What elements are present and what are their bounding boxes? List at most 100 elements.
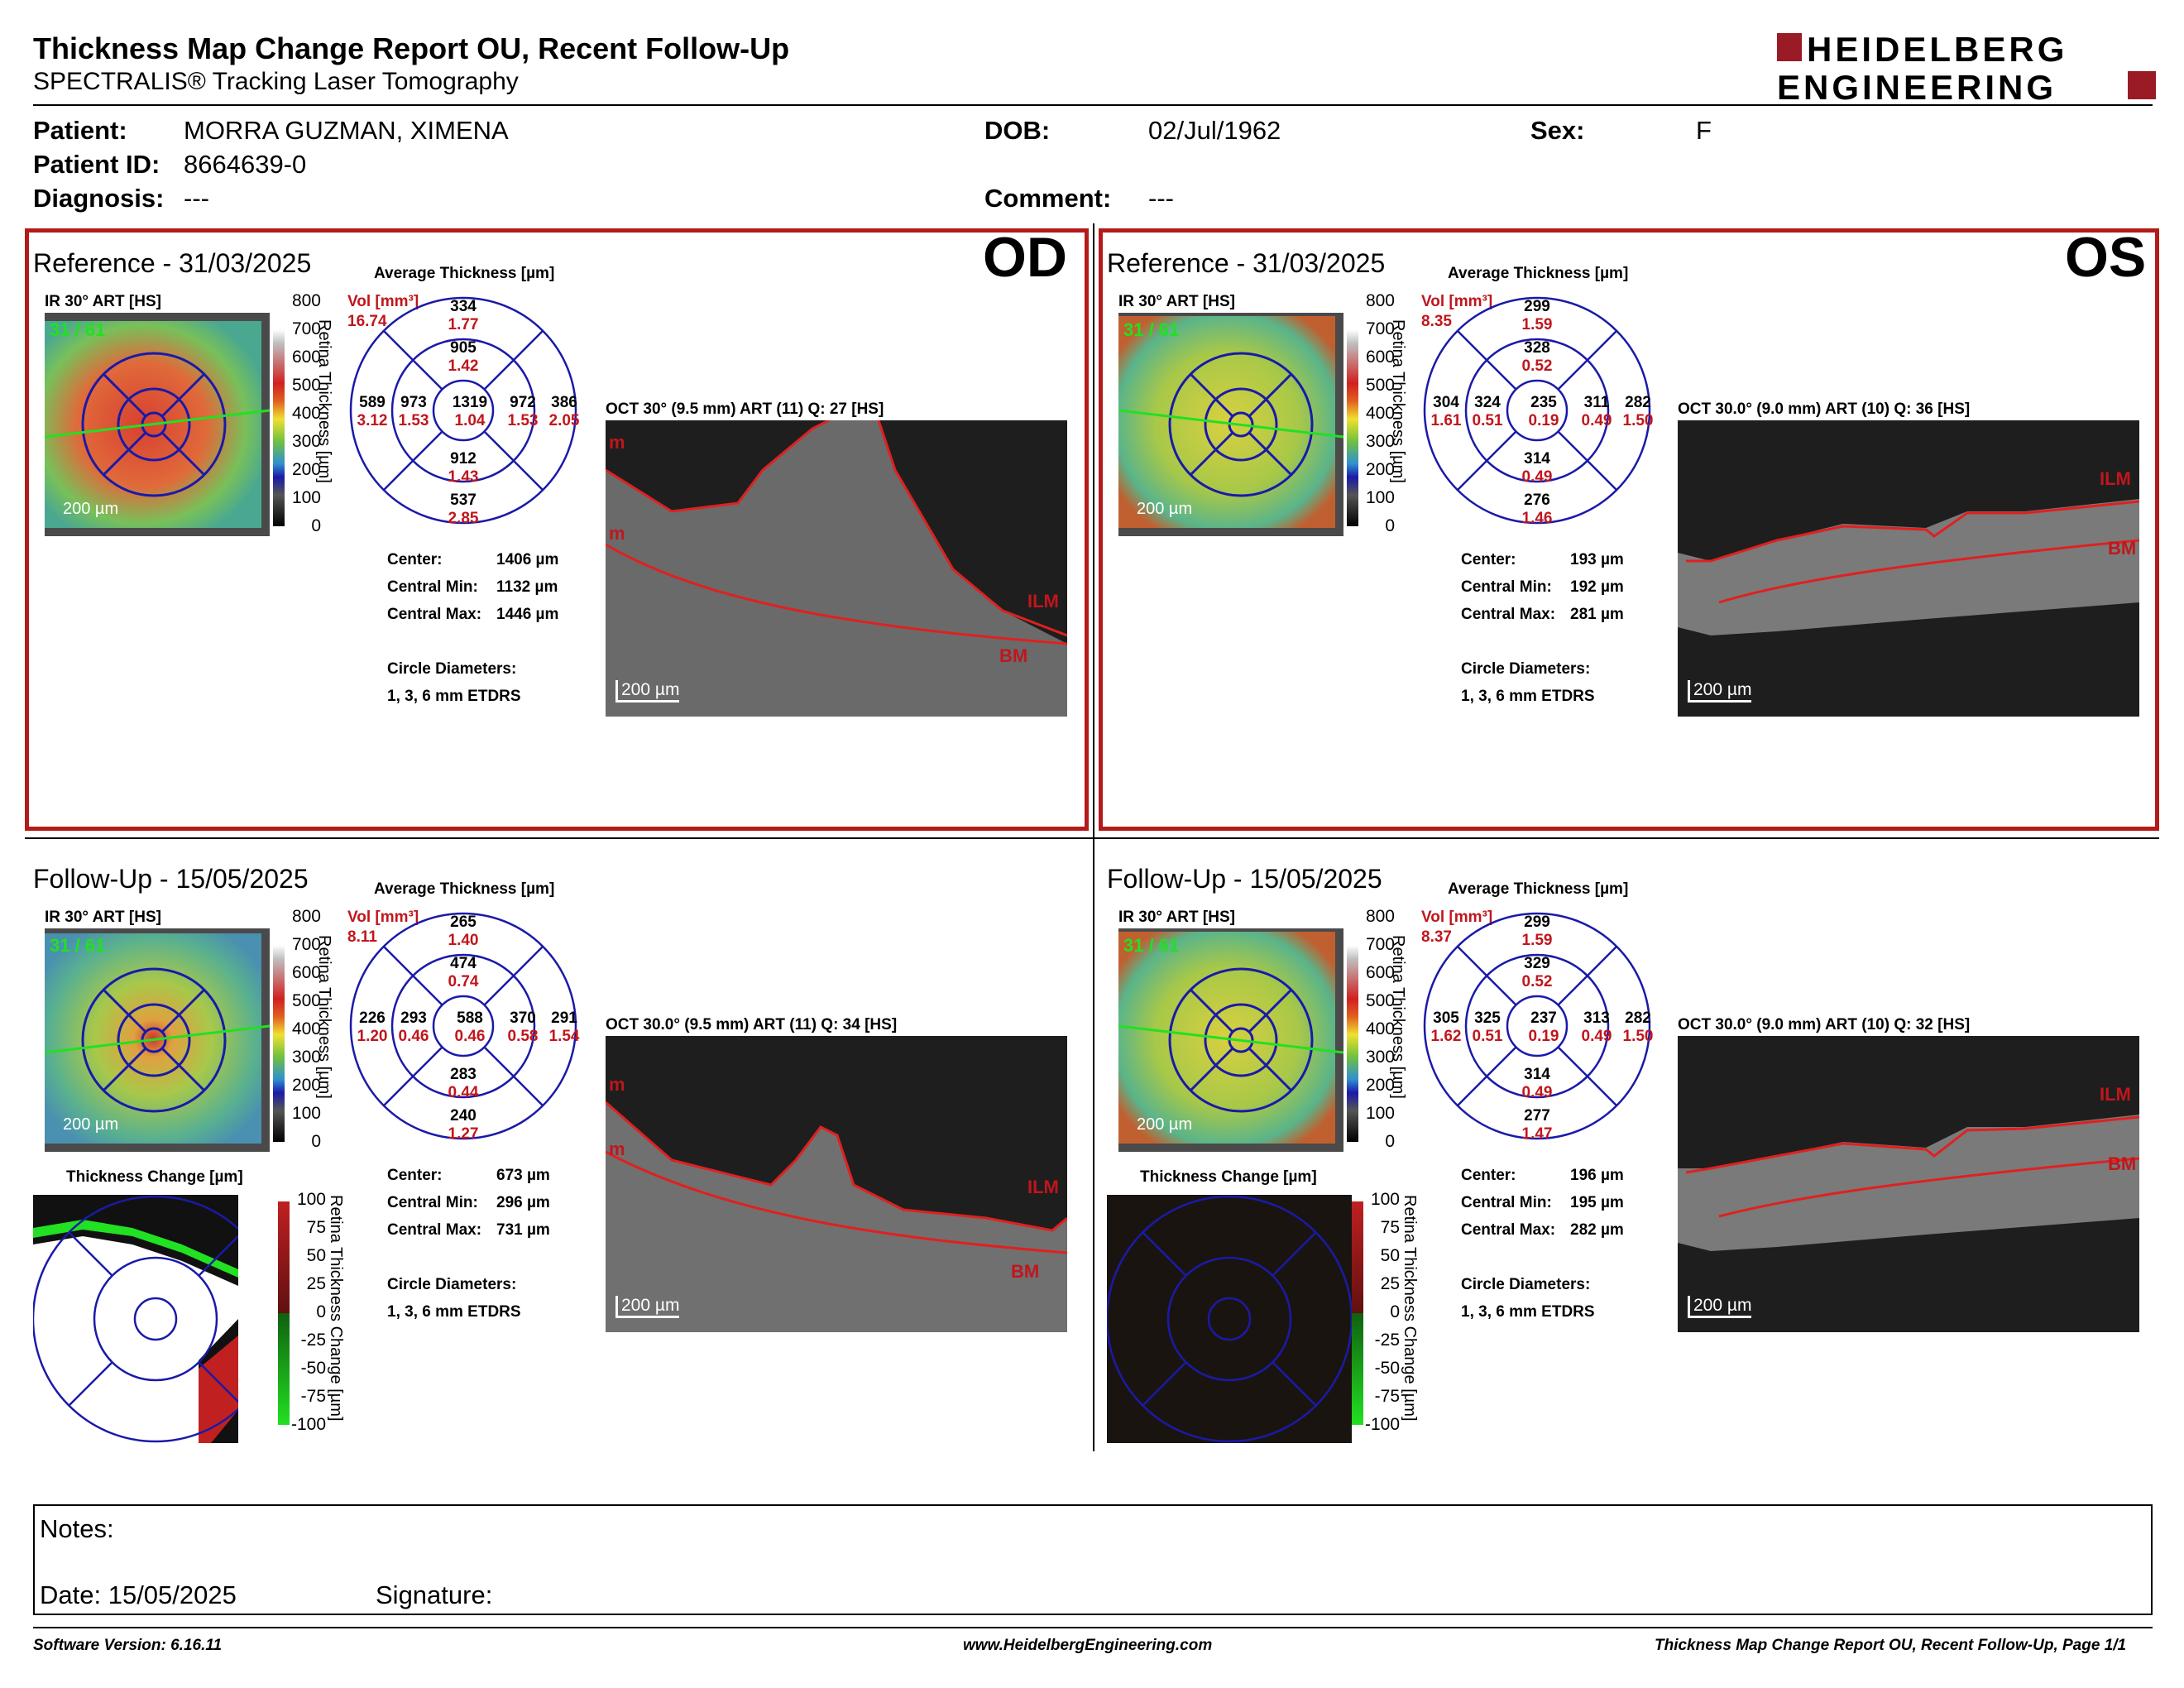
- tick: 300: [291, 432, 321, 451]
- os-fu-thickness-axis-label: Retina Thickness [µm]: [1389, 935, 1407, 1099]
- tick: 700: [291, 319, 321, 338]
- tick: 300: [1365, 1048, 1395, 1067]
- tick: 600: [291, 348, 321, 367]
- od-reference-frame: [25, 228, 1089, 831]
- tick: 700: [1365, 935, 1395, 954]
- svg-text:ENGINEERING: ENGINEERING: [1777, 68, 2057, 103]
- patient-id-label: Patient ID:: [33, 150, 160, 179]
- od-fu-cmin-value: 296 µm: [496, 1194, 550, 1211]
- report-title: Thickness Map Change Report OU, Recent F…: [33, 31, 790, 65]
- os-fu-thickness-colorbar: [1347, 918, 1358, 1142]
- tick: 400: [1365, 1019, 1395, 1038]
- tick: -100: [1364, 1415, 1400, 1434]
- od-fu-circle-label: Circle Diameters:: [387, 1276, 517, 1293]
- od-fu-vol-value: 8.11: [347, 928, 377, 946]
- notes-box[interactable]: [33, 1504, 2153, 1615]
- os-fu-ilm-label: ILM: [2100, 1084, 2131, 1105]
- os-fu-cmax-value: 282 µm: [1570, 1221, 1624, 1239]
- tick: 800: [1365, 907, 1395, 926]
- od-ref-bm-label: BM: [999, 645, 1028, 666]
- signature-label: Signature:: [376, 1580, 493, 1609]
- os-fu-outer-nasal: 282 1.50: [1622, 1009, 1654, 1045]
- dob-value: 02/Jul/1962: [1148, 116, 1281, 145]
- od-fu-outer-nasal: 291 1.54: [548, 1009, 580, 1045]
- svg-text:31 / 61: 31 / 61: [50, 935, 105, 956]
- od-ref-inner-superior: 905 1.42: [448, 339, 479, 375]
- os-fu-fundus-image: 31 / 61 200 µm: [1118, 928, 1343, 1152]
- tick: 800: [1365, 291, 1395, 310]
- od-fu-outer-temporal: 226 1.20: [357, 1009, 388, 1045]
- os-fu-center-value: 196 µm: [1570, 1167, 1624, 1184]
- tick: 25: [1380, 1274, 1400, 1293]
- od-ref-circle-label: Circle Diameters:: [387, 660, 517, 678]
- od-fu-center: 588 0.46: [454, 1009, 486, 1045]
- os-ref-cmin-label: Central Min:: [1461, 578, 1552, 596]
- od-fu-m-label-2: m: [609, 1139, 625, 1159]
- tick: 50: [1380, 1246, 1400, 1265]
- patient-id: 8664639-0: [184, 150, 307, 179]
- os-ref-center-label: Center:: [1461, 551, 1516, 568]
- od-change-title: Thickness Change [µm]: [66, 1168, 243, 1186]
- od-ref-scalebar: 200 µm: [63, 500, 119, 518]
- os-fu-vol-label: Vol [mm³]: [1421, 909, 1493, 926]
- od-fu-outer-superior: 265 1.40: [448, 914, 479, 949]
- tick: 200: [1365, 460, 1395, 479]
- os-fu-inner-superior: 329 0.52: [1521, 955, 1553, 990]
- od-fu-m-label: m: [609, 1074, 625, 1095]
- diagnosis-value: ---: [184, 184, 209, 213]
- od-ref-vol-label: Vol [mm³]: [347, 293, 419, 310]
- os-eye-label: OS: [2065, 226, 2147, 289]
- od-ref-outer-superior: 334 1.77: [448, 298, 479, 333]
- tick: -75: [1374, 1387, 1400, 1406]
- report-subtitle: SPECTRALIS® Tracking Laser Tomography: [33, 68, 519, 95]
- od-ref-cmax-value: 1446 µm: [496, 606, 559, 623]
- od-ref-inner-temporal: 973 1.53: [398, 394, 429, 429]
- od-ref-thickness-axis-label: Retina Thickness [µm]: [315, 319, 333, 483]
- od-eye-label: OD: [983, 226, 1067, 289]
- od-change-map: [33, 1195, 238, 1443]
- os-fu-ir-label: IR 30° ART [HS]: [1118, 909, 1235, 926]
- os-ref-thickness-axis-label: Retina Thickness [µm]: [1389, 319, 1407, 483]
- od-ref-cmin-value: 1132 µm: [496, 578, 558, 596]
- tick: 0: [1390, 1302, 1400, 1321]
- tick: 400: [1365, 404, 1395, 423]
- horizontal-divider: [25, 837, 2159, 839]
- tick: 400: [291, 1019, 321, 1038]
- os-change-axis-label: Retina Thickness Change [µm]: [1401, 1195, 1419, 1422]
- od-change-axis-label: Retina Thickness Change [µm]: [327, 1195, 345, 1422]
- tick: 100: [1365, 488, 1395, 507]
- od-ref-m-label-2: m: [609, 523, 625, 544]
- os-fu-center: 237 0.19: [1528, 1009, 1559, 1045]
- os-ref-oct-bscan: ILM BM 200 µm: [1678, 420, 2139, 717]
- tick: 600: [1365, 348, 1395, 367]
- od-fu-ilm-label: ILM: [1027, 1177, 1059, 1197]
- tick: 100: [291, 1104, 321, 1123]
- od-ref-center: 1319 1.04: [452, 394, 488, 429]
- svg-text:31 / 61: 31 / 61: [50, 319, 105, 340]
- patient-label: Patient:: [33, 116, 127, 145]
- os-fu-oct-bscan: ILM BM 200 µm: [1678, 1036, 2139, 1332]
- od-ref-oct-label: OCT 30° (9.5 mm) ART (11) Q: 27 [HS]: [606, 400, 884, 418]
- tick: 300: [1365, 432, 1395, 451]
- tick: 500: [1365, 991, 1395, 1010]
- tick: -100: [290, 1415, 326, 1434]
- od-ref-title: Reference - 31/03/2025: [33, 248, 312, 278]
- footer-url[interactable]: www.HeidelbergEngineering.com: [963, 1637, 1213, 1654]
- od-ref-cmax-label: Central Max:: [387, 606, 482, 623]
- os-ref-ilm-label: ILM: [2100, 468, 2131, 489]
- os-ref-title: Reference - 31/03/2025: [1107, 248, 1386, 278]
- patient-name: MORRA GUZMAN, XIMENA: [184, 116, 509, 145]
- tick: 0: [1385, 516, 1395, 535]
- od-fu-oct-scalebar: 200 µm: [615, 1296, 680, 1318]
- os-ref-avg-title: Average Thickness [µm]: [1448, 265, 1629, 282]
- od-ref-fundus-image: 31 / 61 200 µm: [45, 313, 270, 536]
- od-fu-center-value: 673 µm: [496, 1167, 550, 1184]
- os-fu-cmin-value: 195 µm: [1570, 1194, 1624, 1211]
- tick: 75: [306, 1218, 326, 1237]
- os-fu-outer-superior: 299 1.59: [1521, 914, 1553, 949]
- od-ref-center-label: Center:: [387, 551, 443, 568]
- od-ref-thickness-colorbar: [273, 303, 285, 526]
- os-fu-etdrs-grid: [1423, 912, 1651, 1140]
- os-ref-outer-temporal: 304 1.61: [1430, 394, 1462, 429]
- os-change-colorbar: [1352, 1201, 1363, 1425]
